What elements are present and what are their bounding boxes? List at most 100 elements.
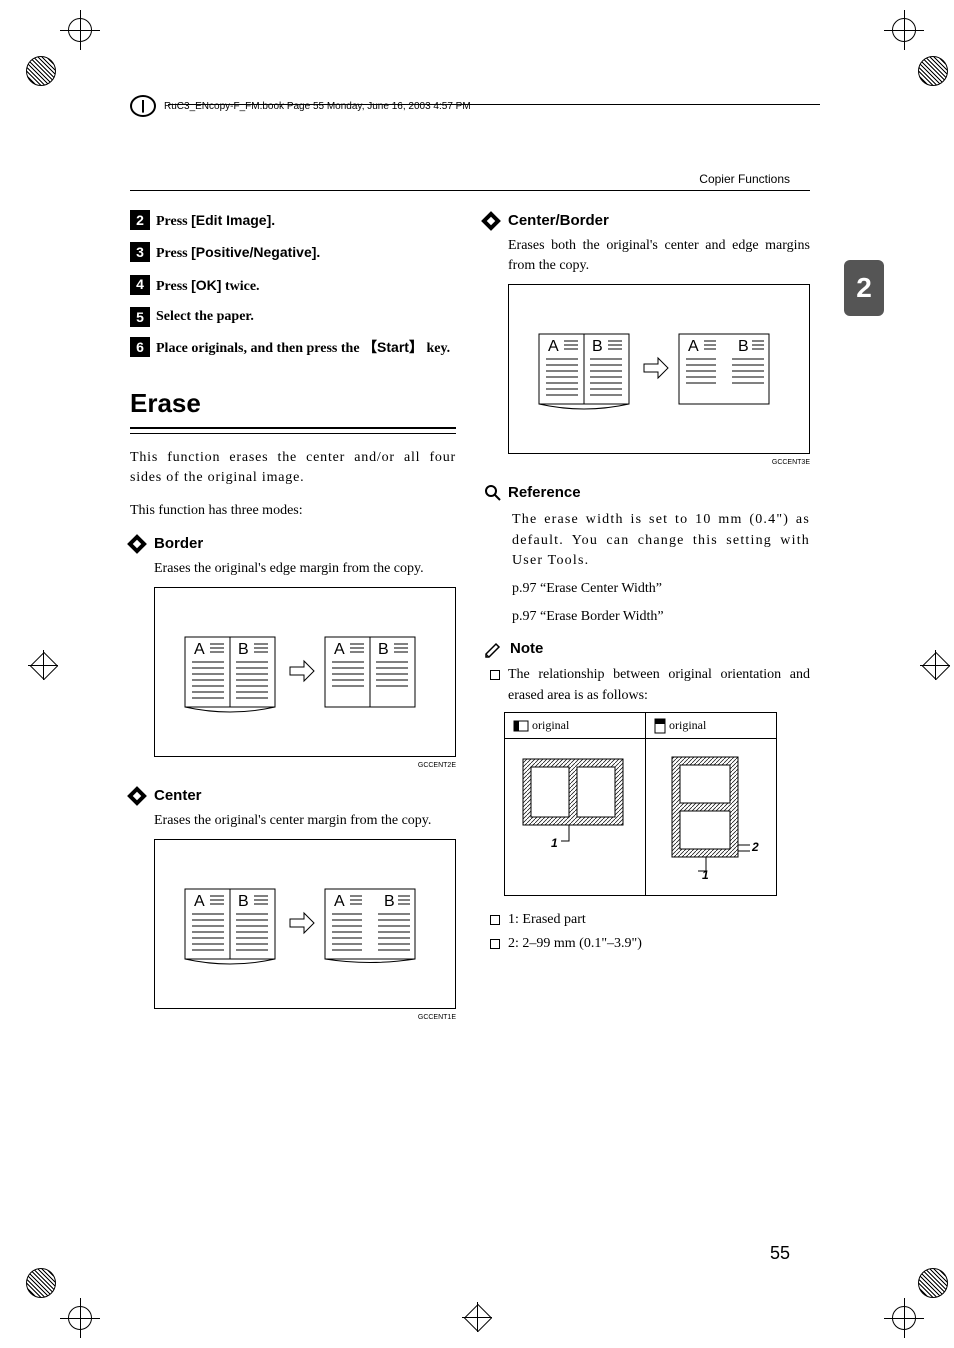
step-text-4: Press [OK] twice. — [156, 275, 260, 297]
reference-link-1: p.97 “Erase Center Width” — [512, 579, 810, 599]
note-text-2: 1: Erased part — [508, 910, 586, 930]
svg-text:B: B — [238, 641, 249, 658]
shaded-bl — [26, 1268, 56, 1298]
reference-head: Reference — [484, 482, 810, 504]
erase-intro-2: This function has three modes: — [130, 501, 456, 521]
running-head: RuC3_ENcopy-F_FM.book Page 55 Monday, Ju… — [130, 95, 471, 117]
header-section: Copier Functions — [699, 172, 790, 186]
svg-text:A: A — [334, 893, 345, 910]
svg-text:2: 2 — [751, 840, 759, 854]
diamond-icon — [127, 786, 147, 806]
step-key: [Edit Image]. — [191, 212, 275, 228]
svg-text:A: A — [334, 641, 345, 658]
svg-text:A: A — [194, 893, 205, 910]
step-key: Start — [363, 339, 423, 355]
svg-text:1: 1 — [702, 868, 709, 881]
svg-text:A: A — [688, 338, 699, 355]
erase-intro-1: This function erases the center and/or a… — [130, 448, 456, 489]
note-title: Note — [510, 638, 543, 660]
svg-text:B: B — [378, 641, 389, 658]
book-icon — [130, 95, 156, 117]
svg-text:B: B — [384, 893, 395, 910]
center-title: Center — [154, 785, 202, 807]
reference-link-2: p.97 “Erase Border Width” — [512, 607, 810, 627]
border-head: Border — [130, 533, 456, 555]
center-svg: A B A B — [180, 874, 430, 974]
step-post: twice. — [221, 279, 259, 294]
center-border-desc: Erases both the original's center and ed… — [508, 236, 810, 277]
step-4: 4 Press [OK] twice. — [130, 275, 456, 297]
svg-text:A: A — [194, 641, 205, 658]
orient-label-1: original — [532, 718, 569, 732]
orient-label-2: original — [669, 718, 706, 732]
header-rule — [130, 190, 810, 191]
note-item-3: 2: 2–99 mm (0.1"–3.9") — [490, 934, 810, 954]
step-badge-4: 4 — [130, 275, 150, 295]
landscape-icon — [513, 720, 529, 732]
step-pre: Press — [156, 214, 191, 229]
step-3: 3 Press [Positive/Negative]. — [130, 242, 456, 264]
center-head: Center — [130, 785, 456, 807]
note-text-1: The relationship between original orient… — [508, 665, 810, 706]
portrait-icon — [654, 718, 666, 734]
step-post: key. — [423, 341, 450, 356]
reference-title: Reference — [508, 482, 581, 504]
step-key: [Positive/Negative]. — [191, 244, 320, 260]
shaded-tl — [26, 56, 56, 86]
crop-left — [28, 650, 58, 680]
svg-text:B: B — [592, 338, 603, 355]
step-badge-2: 2 — [130, 210, 150, 230]
content-columns: 2 Press [Edit Image]. 3 Press [Positive/… — [130, 210, 810, 1037]
reg-mark-tr — [884, 10, 924, 50]
reference-icon — [484, 484, 502, 502]
center-code: GCCENT1E — [154, 1013, 456, 1023]
right-column: Center/Border Erases both the original's… — [484, 210, 810, 1037]
checkbox-icon — [490, 915, 500, 925]
svg-text:1: 1 — [551, 836, 558, 850]
orientation-table: original original — [504, 712, 777, 896]
pencil-icon — [484, 640, 504, 658]
orient-fig-2: 2 1 — [656, 751, 766, 881]
page-frame: RuC3_ENcopy-F_FM.book Page 55 Monday, Ju… — [120, 60, 820, 1280]
center-border-head: Center/Border — [484, 210, 810, 232]
running-head-rule — [168, 104, 820, 105]
crop-bottom — [462, 1302, 492, 1332]
checkbox-icon — [490, 939, 500, 949]
step-badge-3: 3 — [130, 242, 150, 262]
shaded-tr — [918, 56, 948, 86]
svg-text:B: B — [738, 338, 749, 355]
reg-mark-bl — [60, 1298, 100, 1338]
center-border-code: GCCENT3E — [508, 458, 810, 468]
note-item-2: 1: Erased part — [490, 910, 810, 930]
step-6: 6 Place originals, and then press the St… — [130, 337, 456, 359]
orient-cell-2: 2 1 — [646, 739, 777, 895]
step-badge-6: 6 — [130, 337, 150, 357]
center-desc: Erases the original's center margin from… — [154, 811, 456, 831]
step-pre: Place originals, and then press the — [156, 341, 363, 356]
step-key: [OK] — [191, 277, 221, 293]
border-desc: Erases the original's edge margin from t… — [154, 559, 456, 579]
center-border-figure: A B A B — [508, 284, 810, 454]
svg-text:B: B — [238, 893, 249, 910]
orient-head-1: original — [505, 713, 646, 739]
step-2: 2 Press [Edit Image]. — [130, 210, 456, 232]
reg-mark-br — [884, 1298, 924, 1338]
orient-head-2: original — [646, 713, 777, 739]
shaded-br — [918, 1268, 948, 1298]
step-text-5: Select the paper. — [156, 307, 254, 327]
checkbox-icon — [490, 670, 500, 680]
erase-rule — [130, 433, 456, 434]
reference-body: The erase width is set to 10 mm (0.4") a… — [512, 510, 810, 571]
svg-text:A: A — [548, 338, 559, 355]
step-5: 5 Select the paper. — [130, 307, 456, 327]
step-text-3: Press [Positive/Negative]. — [156, 242, 320, 264]
left-column: 2 Press [Edit Image]. 3 Press [Positive/… — [130, 210, 456, 1037]
border-title: Border — [154, 533, 203, 555]
center-border-svg: A B A B — [534, 319, 784, 419]
reg-mark-tl — [60, 10, 100, 50]
running-head-text: RuC3_ENcopy-F_FM.book Page 55 Monday, Ju… — [164, 101, 471, 112]
erase-title: Erase — [130, 385, 456, 429]
side-tab: 2 — [844, 260, 884, 316]
border-figure: A B A B — [154, 587, 456, 757]
orient-fig-1: 1 — [515, 751, 635, 861]
